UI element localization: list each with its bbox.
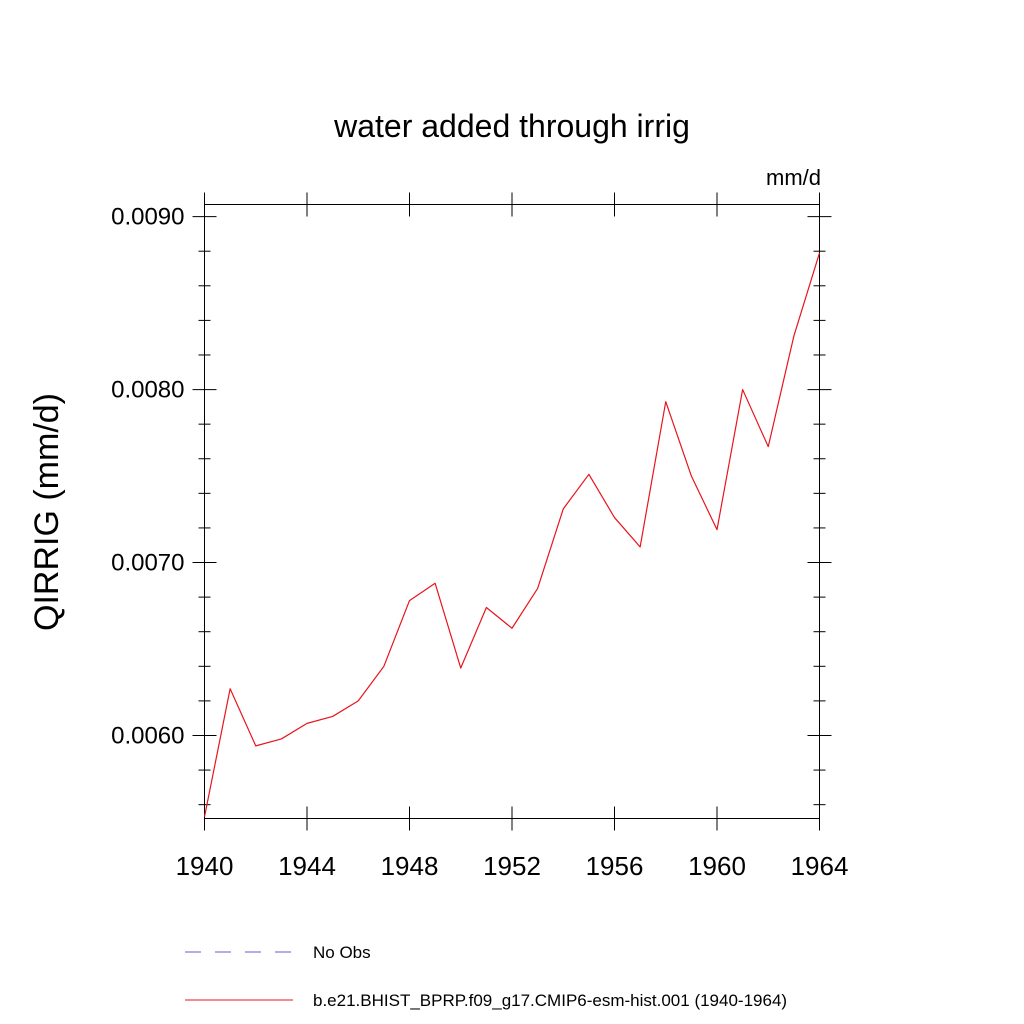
data-point xyxy=(229,687,232,690)
legend-label: b.e21.BHIST_BPRP.f09_g17.CMIP6-esm-hist.… xyxy=(313,991,787,1010)
data-point xyxy=(280,737,283,740)
plot-frame xyxy=(204,204,820,819)
data-point xyxy=(408,599,411,602)
x-tick-label: 1956 xyxy=(586,851,644,881)
data-point xyxy=(639,545,642,548)
data-point xyxy=(485,606,488,609)
data-point xyxy=(382,665,385,668)
units-label: mm/d xyxy=(766,165,821,190)
data-point xyxy=(306,722,309,725)
x-tick-label: 1960 xyxy=(688,851,746,881)
data-point xyxy=(536,587,539,590)
x-tick-label: 1940 xyxy=(176,851,234,881)
data-point xyxy=(587,473,590,476)
data-point xyxy=(690,475,693,478)
data-point xyxy=(434,582,437,585)
series-line xyxy=(203,252,821,817)
y-tick-label: 0.0060 xyxy=(111,722,184,749)
legend-label: No Obs xyxy=(313,943,371,962)
y-tick-label: 0.0070 xyxy=(111,550,184,577)
y-tick-labels: 0.0060 0.0070 0.0080 0.0090 xyxy=(111,204,184,750)
y-axis-label: QIRRIG (mm/d) xyxy=(28,393,66,631)
data-point xyxy=(716,528,719,531)
legend: No Obs b.e21.BHIST_BPRP.f09_g17.CMIP6-esm… xyxy=(185,943,787,1010)
data-point xyxy=(331,715,334,718)
data-point xyxy=(357,699,360,702)
x-tick-label: 1952 xyxy=(483,851,541,881)
series-layer xyxy=(203,251,821,818)
data-point xyxy=(254,744,257,747)
data-point xyxy=(459,667,462,670)
x-tick-label: 1964 xyxy=(791,851,849,881)
x-tick-label: 1944 xyxy=(278,851,336,881)
data-point xyxy=(562,507,565,510)
data-point xyxy=(741,388,744,391)
x-tick-labels: 1940 1944 1948 1952 1956 1960 1964 xyxy=(176,851,849,881)
chart-title: water added through irrig xyxy=(333,108,690,144)
data-point xyxy=(511,627,514,630)
y-tick-label: 0.0080 xyxy=(111,377,184,404)
data-point xyxy=(203,815,206,818)
data-point xyxy=(664,400,667,403)
data-point xyxy=(792,334,795,337)
data-point xyxy=(767,445,770,448)
x-tick-label: 1948 xyxy=(381,851,439,881)
data-point xyxy=(613,516,616,519)
data-point xyxy=(818,251,821,254)
y-tick-label: 0.0090 xyxy=(111,204,184,231)
